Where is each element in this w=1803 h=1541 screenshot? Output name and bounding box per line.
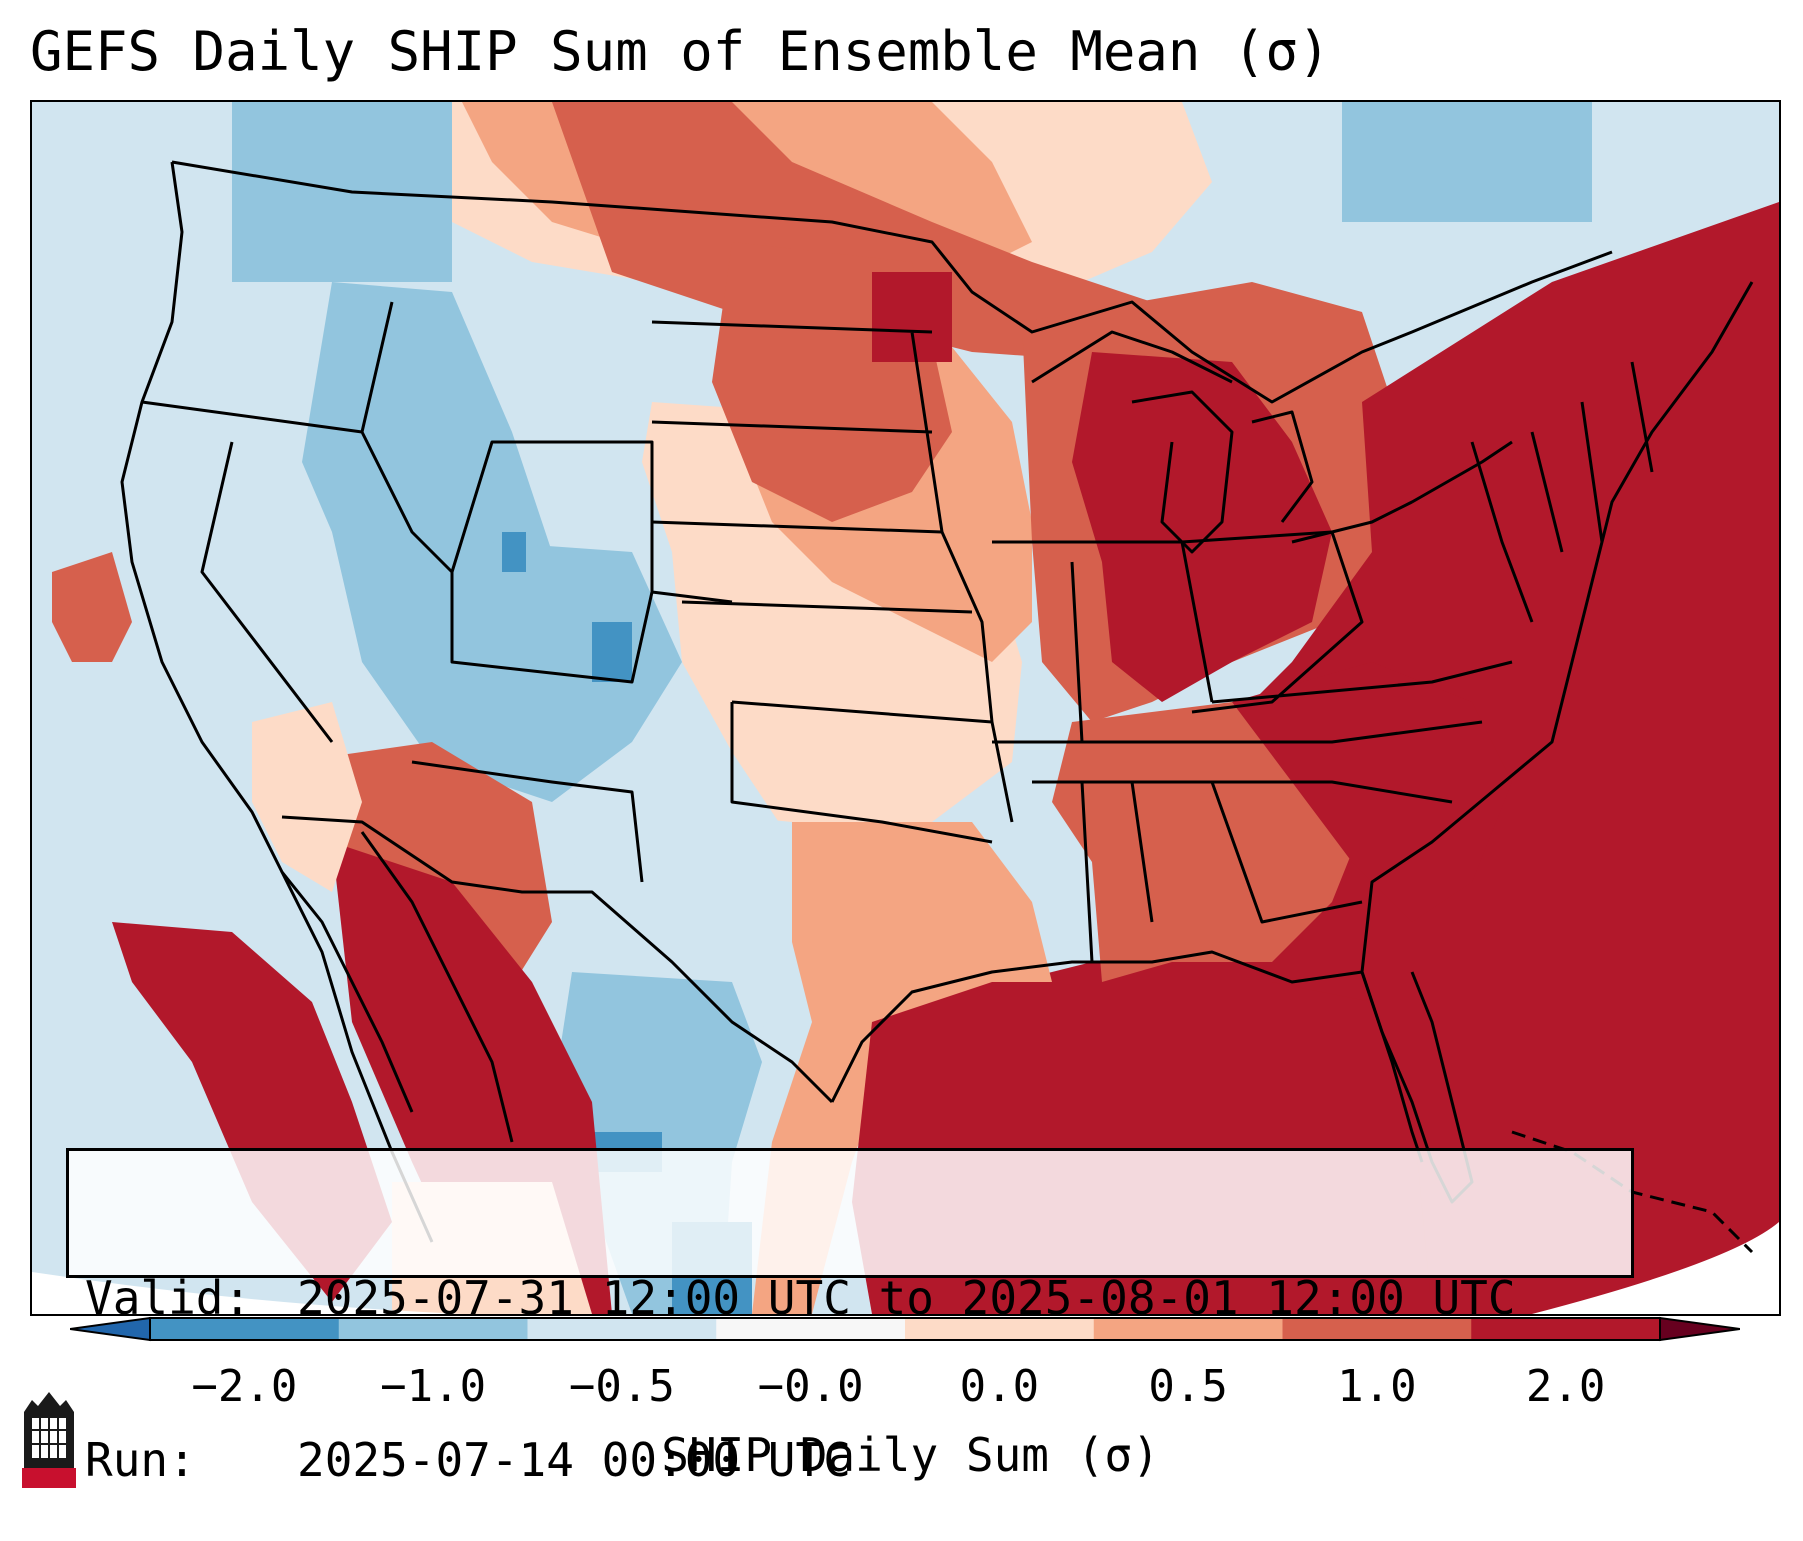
niu-logo	[22, 1392, 76, 1488]
ship-map	[32, 102, 1779, 1314]
colorbar	[70, 1316, 1740, 1342]
northeast-lines	[1470, 361, 1654, 623]
state-lines-plains	[651, 320, 1014, 844]
canada-strong-shade	[552, 102, 1152, 362]
four-corners-blue	[492, 542, 682, 742]
great-lakes-outline	[1031, 330, 1513, 554]
projection-edge-right	[1532, 1222, 1779, 1314]
pacific-canada-blue	[232, 102, 452, 282]
colorbar-segment	[338, 1318, 528, 1340]
colorbar-label: SHIP Daily Sum (σ)	[661, 1428, 1160, 1482]
state-lines-west	[141, 301, 733, 883]
great-lakes-dark	[1072, 352, 1332, 702]
us-canada-border	[171, 160, 1613, 404]
colorbar-label-row: SHIP Daily Sum (σ)	[0, 1428, 1803, 1482]
atlantic-coast	[1360, 281, 1754, 973]
valid-run-info-box: Valid: 2025-07-31 12:00 UTC to 2025-08-0…	[66, 1148, 1634, 1487]
us-mexico-border	[281, 815, 834, 1104]
colorbar-segment	[905, 1318, 1095, 1340]
colorado-dark-cell	[592, 622, 632, 682]
run-row: Run: 2025-07-14 00:00 UTC	[85, 1433, 1615, 1487]
utah-dark-cell	[502, 532, 526, 572]
valid-row: Valid: 2025-07-31 12:00 UTC to 2025-08-0…	[85, 1271, 1615, 1325]
map-panel	[30, 100, 1781, 1316]
map-title: GEFS Daily SHIP Sum of Ensemble Mean (σ)	[30, 20, 1331, 83]
colorbar-segment	[1282, 1318, 1472, 1340]
colorbar-segment	[150, 1318, 340, 1340]
valid-key: Valid:	[85, 1271, 252, 1325]
colorbar-segment	[1093, 1318, 1283, 1340]
california-pale	[252, 702, 362, 892]
colorbar-segment	[527, 1318, 717, 1340]
west-coast	[120, 161, 414, 1113]
run-key: Run:	[85, 1433, 196, 1487]
colorbar-segments	[149, 1317, 1661, 1341]
colorbar-segment	[1471, 1318, 1661, 1340]
run-value: 2025-07-14 00:00 UTC	[297, 1433, 851, 1487]
gulf-coast	[830, 950, 1424, 1163]
pacific-offshore-patch	[52, 552, 132, 662]
colorbar-extend-left	[70, 1316, 151, 1342]
valid-value: 2025-07-31 12:00 UTC to 2025-08-01 12:00…	[297, 1271, 1516, 1325]
colorbar-extend-right	[1659, 1316, 1740, 1342]
northeast-canada-blue	[1342, 102, 1592, 222]
colorbar-segment	[716, 1318, 906, 1340]
projection-edge	[32, 1272, 832, 1314]
dakota-dark-cell	[872, 272, 952, 362]
